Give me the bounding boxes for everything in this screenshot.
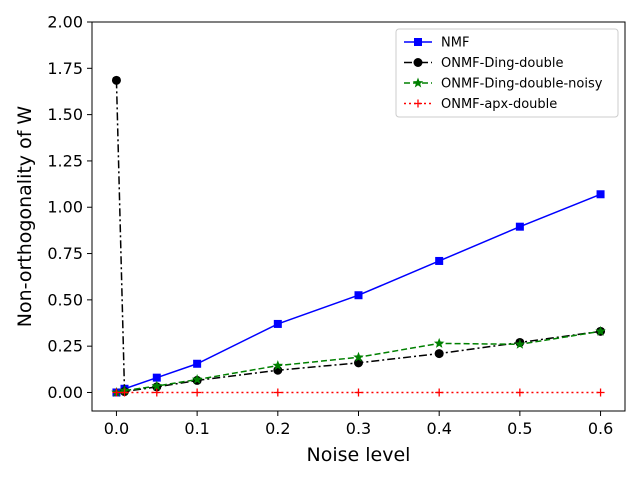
data-point [191, 374, 203, 384]
data-point [433, 337, 445, 348]
data-point [596, 388, 605, 397]
x-tick-label: 0.2 [265, 419, 290, 438]
data-point [193, 359, 202, 368]
data-point [434, 349, 444, 359]
legend-marker [414, 38, 422, 46]
data-point [112, 388, 121, 397]
x-tick-label: 0.3 [346, 419, 371, 438]
series-4 [112, 388, 605, 397]
x-tick-label: 0.6 [588, 419, 613, 438]
y-axis-label: Non-orthogonality of W [14, 106, 36, 328]
data-point [273, 319, 282, 328]
x-tick-label: 0.4 [426, 419, 451, 438]
data-point [354, 358, 363, 368]
data-point [435, 388, 444, 397]
data-point [193, 388, 202, 397]
legend-marker [414, 99, 422, 108]
data-point [152, 388, 161, 397]
y-tick-label: 0.25 [47, 337, 83, 356]
data-point [111, 75, 121, 85]
data-point [515, 222, 524, 231]
legend-items: NMF ONMF-Ding-double ONMF-Ding-double-nois… [404, 36, 603, 112]
legend-entry: ONMF-Ding-double-noisy [404, 77, 603, 92]
y-axis: 0.00 0.25 0.50 0.75 1.00 1.25 1.50 1.75 2.00 [47, 13, 92, 402]
data-point [595, 325, 606, 336]
x-axis-label: Noise level [307, 444, 411, 466]
data-point [514, 338, 526, 349]
legend-label: NMF [441, 36, 469, 51]
x-tick-label: 0.0 [104, 419, 129, 438]
y-tick-label: 0.50 [47, 290, 83, 309]
data-point [596, 190, 605, 199]
legend-box [395, 28, 619, 118]
data-point [435, 256, 444, 265]
data-point [353, 351, 364, 362]
legend-label: ONMF-Ding-double-noisy [441, 77, 603, 92]
y-tick-label: 0.75 [47, 244, 83, 263]
data-point [515, 388, 524, 397]
y-tick-label: 1.75 [47, 59, 83, 78]
y-tick-label: 0.00 [47, 383, 83, 402]
legend-entry: ONMF-apx-double [404, 97, 557, 112]
legend-entry: NMF [404, 36, 469, 51]
legend-marker [412, 77, 424, 88]
y-tick-label: 1.00 [47, 198, 83, 217]
data-point [272, 360, 284, 371]
data-point [354, 388, 363, 397]
data-point [273, 388, 282, 397]
legend-label: ONMF-Ding-double [441, 56, 563, 71]
x-tick-label: 0.1 [184, 419, 209, 438]
series-layer [111, 75, 606, 397]
y-tick-label: 1.25 [47, 151, 83, 170]
legend-entry: ONMF-Ding-double [404, 56, 563, 71]
data-point [120, 388, 129, 397]
y-tick-label: 1.50 [47, 105, 83, 124]
x-tick-label: 0.5 [507, 419, 532, 438]
x-axis: 0.0 0.1 0.2 0.3 0.4 0.5 0.6 [104, 411, 613, 438]
data-point [151, 380, 163, 391]
legend: NMF ONMF-Ding-double ONMF-Ding-double-nois… [395, 28, 619, 118]
legend-marker [413, 58, 423, 67]
data-point [354, 291, 363, 300]
data-point [152, 373, 161, 382]
legend-label: ONMF-apx-double [441, 97, 557, 112]
y-tick-label: 2.00 [47, 13, 83, 32]
